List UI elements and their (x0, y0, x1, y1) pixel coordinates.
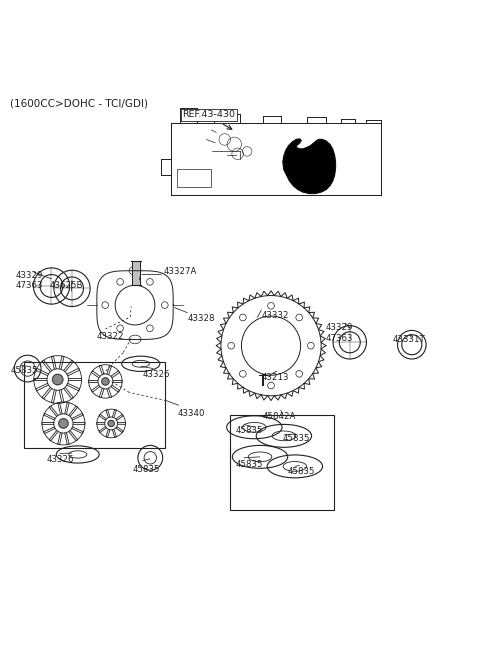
Bar (177, 169, 211, 187)
Polygon shape (283, 139, 336, 194)
Bar (132, 261, 140, 285)
Text: 43340: 43340 (178, 409, 205, 418)
Text: 43328: 43328 (188, 314, 215, 323)
Text: 43625B: 43625B (49, 281, 83, 290)
Text: 43329
47363: 43329 47363 (326, 323, 353, 342)
Text: 43326: 43326 (47, 455, 74, 464)
Circle shape (108, 420, 114, 426)
Text: 45835: 45835 (235, 461, 263, 469)
Text: 45835: 45835 (132, 465, 160, 474)
Text: 43213: 43213 (262, 373, 289, 382)
Text: 43322: 43322 (97, 332, 124, 341)
Text: 45835: 45835 (283, 434, 311, 443)
Text: (1600CC>DOHC - TCI/GDI): (1600CC>DOHC - TCI/GDI) (10, 99, 148, 109)
Text: 43329
47363: 43329 47363 (16, 271, 43, 290)
Circle shape (52, 375, 63, 385)
Bar (171, 123, 381, 195)
Text: 43327A: 43327A (164, 266, 197, 276)
Text: 43331T: 43331T (393, 335, 425, 344)
Text: 45835: 45835 (11, 366, 38, 375)
Bar (229, 415, 335, 510)
Text: 45835: 45835 (288, 467, 315, 476)
Text: REF.43-430: REF.43-430 (182, 110, 236, 119)
Circle shape (59, 419, 68, 428)
Text: 43332: 43332 (262, 312, 289, 320)
Text: 43326: 43326 (142, 369, 169, 379)
Bar (24, 362, 165, 448)
Text: 45835: 45835 (235, 426, 263, 435)
Circle shape (102, 378, 109, 385)
Text: 45842A: 45842A (263, 411, 296, 420)
